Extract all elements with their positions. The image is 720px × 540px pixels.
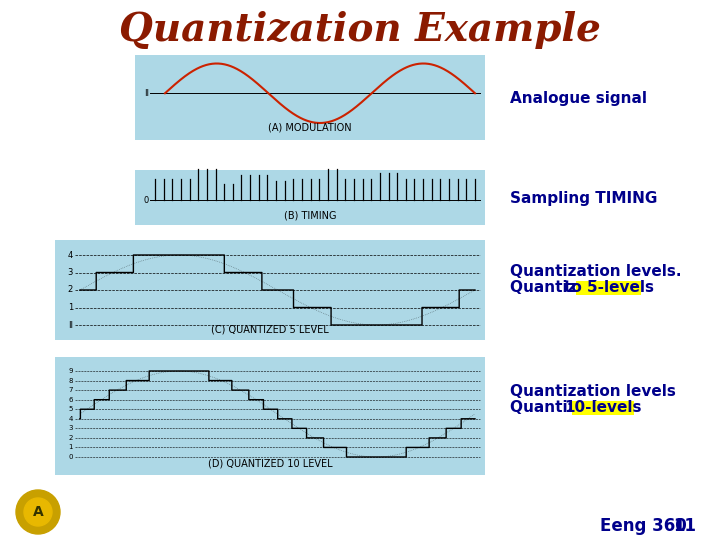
Text: to 5-levels: to 5-levels: [564, 280, 654, 295]
Text: Analogue signal: Analogue signal: [510, 91, 647, 105]
Text: 5: 5: [68, 406, 73, 412]
Text: (C) QUANTIZED 5 LEVEL: (C) QUANTIZED 5 LEVEL: [211, 325, 329, 335]
Text: 1: 1: [68, 303, 73, 312]
Text: Quantization levels: Quantization levels: [510, 384, 676, 400]
Text: 3: 3: [68, 426, 73, 431]
Text: 7: 7: [68, 387, 73, 393]
Text: II: II: [144, 89, 149, 98]
Circle shape: [16, 490, 60, 534]
Text: 11: 11: [673, 517, 696, 535]
FancyBboxPatch shape: [55, 357, 485, 475]
Text: 0: 0: [144, 195, 149, 205]
Text: Quantized: Quantized: [510, 280, 603, 295]
Text: Quantization levels.: Quantization levels.: [510, 265, 682, 280]
FancyBboxPatch shape: [572, 401, 634, 415]
Text: Quantized: Quantized: [510, 401, 603, 415]
Text: Eeng 360: Eeng 360: [600, 517, 687, 535]
Text: 1: 1: [68, 444, 73, 450]
Text: 2: 2: [68, 286, 73, 294]
Text: 4: 4: [68, 416, 73, 422]
Text: 2: 2: [68, 435, 73, 441]
Text: 6: 6: [68, 397, 73, 403]
FancyBboxPatch shape: [576, 281, 641, 295]
Text: A: A: [32, 505, 43, 519]
FancyBboxPatch shape: [135, 55, 485, 140]
Text: II: II: [68, 321, 73, 329]
Text: Quantization Example: Quantization Example: [119, 11, 601, 49]
Text: (B) TIMING: (B) TIMING: [284, 210, 336, 220]
Text: 4: 4: [68, 251, 73, 260]
Text: 3: 3: [68, 268, 73, 277]
Text: (D) QUANTIZED 10 LEVEL: (D) QUANTIZED 10 LEVEL: [207, 459, 333, 469]
FancyBboxPatch shape: [55, 240, 485, 340]
Text: 10-levels: 10-levels: [564, 401, 642, 415]
Circle shape: [24, 498, 52, 526]
Text: (A) MODULATION: (A) MODULATION: [268, 122, 352, 132]
Text: 0: 0: [68, 454, 73, 460]
Text: Sampling TIMING: Sampling TIMING: [510, 191, 657, 206]
Text: 8: 8: [68, 377, 73, 383]
FancyBboxPatch shape: [135, 170, 485, 225]
Text: 9: 9: [68, 368, 73, 374]
